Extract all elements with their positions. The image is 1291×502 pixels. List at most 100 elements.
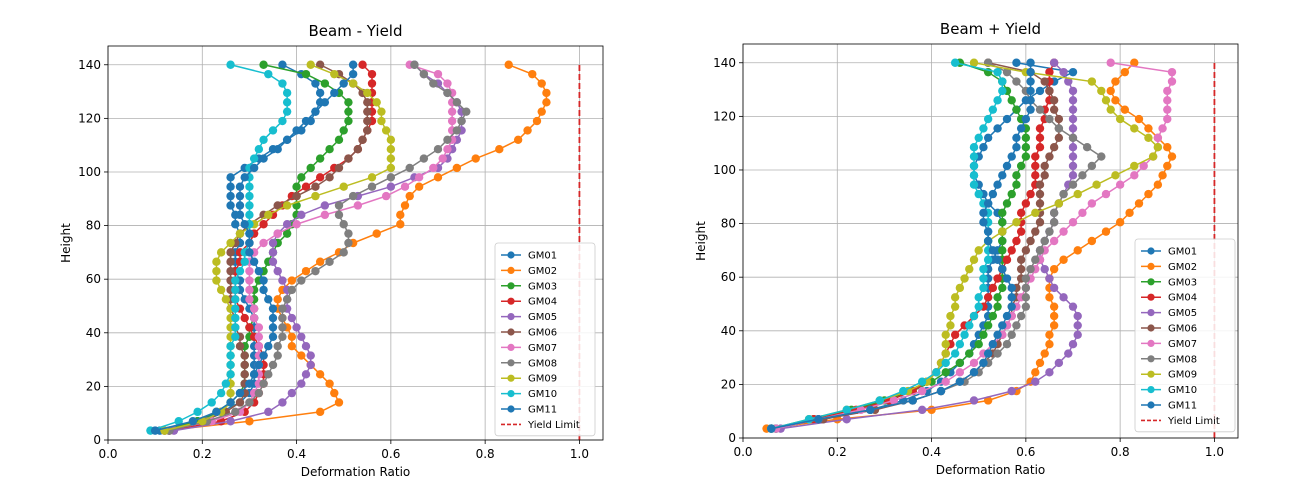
data-point bbox=[363, 88, 372, 98]
data-point bbox=[955, 368, 965, 377]
data-point bbox=[386, 163, 396, 173]
chart-beam-plus-yield: 0.0 0.2 0.4 0.6 0.8 1.0 0 20 40 60 80 100 120 140 Beam… bbox=[694, 20, 1239, 477]
data-point bbox=[367, 69, 377, 79]
data-point bbox=[297, 332, 306, 342]
data-point bbox=[235, 341, 245, 351]
data-point bbox=[1068, 105, 1078, 114]
x-tick-label: 0.0 bbox=[733, 445, 752, 459]
y-tick-label: 0 bbox=[728, 431, 736, 445]
legend-marker bbox=[1147, 401, 1155, 409]
data-point bbox=[282, 295, 292, 304]
data-point bbox=[1016, 208, 1026, 218]
data-point bbox=[268, 332, 278, 342]
data-point bbox=[1021, 133, 1031, 143]
data-point bbox=[405, 163, 414, 173]
data-point bbox=[419, 69, 429, 79]
data-point bbox=[1120, 105, 1130, 114]
data-point bbox=[1021, 246, 1031, 255]
legend-item-gm10: GM10 bbox=[501, 389, 557, 400]
data-point bbox=[1045, 152, 1054, 161]
data-point bbox=[1021, 152, 1031, 161]
data-point bbox=[240, 351, 249, 360]
data-point bbox=[386, 135, 396, 145]
data-point bbox=[1167, 77, 1177, 86]
data-point bbox=[979, 218, 988, 227]
data-point bbox=[226, 266, 235, 276]
data-point bbox=[1021, 199, 1031, 208]
data-point bbox=[410, 60, 419, 69]
data-point bbox=[969, 142, 979, 152]
legend-item-gm08: GM08 bbox=[501, 358, 557, 369]
data-point bbox=[1035, 218, 1045, 227]
legend-item-gm01: GM01 bbox=[1141, 247, 1197, 258]
series-group bbox=[146, 60, 551, 435]
data-point bbox=[983, 349, 993, 358]
y-tick-label: 40 bbox=[721, 324, 736, 338]
y-tick-label: 20 bbox=[86, 379, 101, 393]
data-point bbox=[249, 304, 259, 313]
data-point bbox=[1002, 199, 1012, 208]
data-point bbox=[1068, 339, 1078, 349]
data-point bbox=[235, 182, 245, 191]
data-point bbox=[1068, 124, 1078, 133]
data-point bbox=[917, 377, 927, 386]
data-point bbox=[443, 79, 452, 88]
data-point bbox=[1021, 142, 1031, 152]
legend-item-gm02: GM02 bbox=[501, 266, 557, 277]
data-point bbox=[983, 321, 993, 330]
data-point bbox=[226, 248, 235, 257]
data-point bbox=[1068, 133, 1078, 143]
series-line bbox=[159, 64, 321, 432]
series-line bbox=[771, 62, 1032, 430]
data-point bbox=[320, 210, 330, 220]
data-point bbox=[396, 220, 405, 229]
data-point bbox=[513, 135, 523, 145]
data-point bbox=[969, 58, 979, 67]
data-point bbox=[292, 191, 301, 201]
data-point bbox=[226, 201, 235, 210]
data-point bbox=[1153, 180, 1163, 189]
legend-item-gm04: GM04 bbox=[1141, 293, 1197, 304]
data-point bbox=[1045, 368, 1054, 377]
data-point bbox=[495, 144, 504, 154]
data-point bbox=[1002, 339, 1012, 349]
series-line bbox=[164, 64, 453, 432]
data-point bbox=[950, 302, 960, 311]
data-point bbox=[240, 257, 249, 266]
data-point bbox=[1049, 142, 1059, 152]
y-tick-label: 120 bbox=[78, 111, 101, 125]
y-tick-label: 80 bbox=[86, 219, 101, 233]
legend-marker bbox=[1147, 324, 1155, 332]
data-point bbox=[1012, 321, 1021, 330]
data-point bbox=[1045, 67, 1054, 77]
data-point bbox=[259, 238, 268, 248]
y-axis-label: Height bbox=[694, 221, 708, 261]
data-point bbox=[1078, 171, 1087, 180]
data-point bbox=[960, 330, 969, 340]
data-point bbox=[367, 173, 377, 182]
data-point bbox=[1111, 96, 1120, 105]
data-point bbox=[339, 248, 348, 257]
data-point bbox=[273, 295, 282, 304]
data-point bbox=[969, 368, 979, 377]
data-point bbox=[301, 69, 311, 79]
data-point bbox=[993, 255, 1002, 264]
data-point bbox=[1035, 124, 1045, 133]
data-point bbox=[452, 126, 462, 135]
data-point bbox=[1054, 199, 1064, 208]
data-point bbox=[1068, 171, 1078, 180]
data-point bbox=[245, 201, 254, 210]
data-point bbox=[245, 398, 254, 407]
data-point bbox=[264, 341, 273, 351]
legend-label: GM10 bbox=[528, 389, 557, 400]
data-point bbox=[1158, 124, 1167, 133]
data-point bbox=[1035, 105, 1045, 114]
data-point bbox=[278, 332, 287, 342]
legend-marker bbox=[507, 313, 515, 321]
data-point bbox=[235, 266, 245, 276]
data-point bbox=[1045, 339, 1054, 349]
y-axis-label: Height bbox=[59, 223, 73, 263]
series-line bbox=[771, 62, 1159, 430]
data-point bbox=[941, 368, 950, 377]
data-point bbox=[969, 171, 979, 180]
